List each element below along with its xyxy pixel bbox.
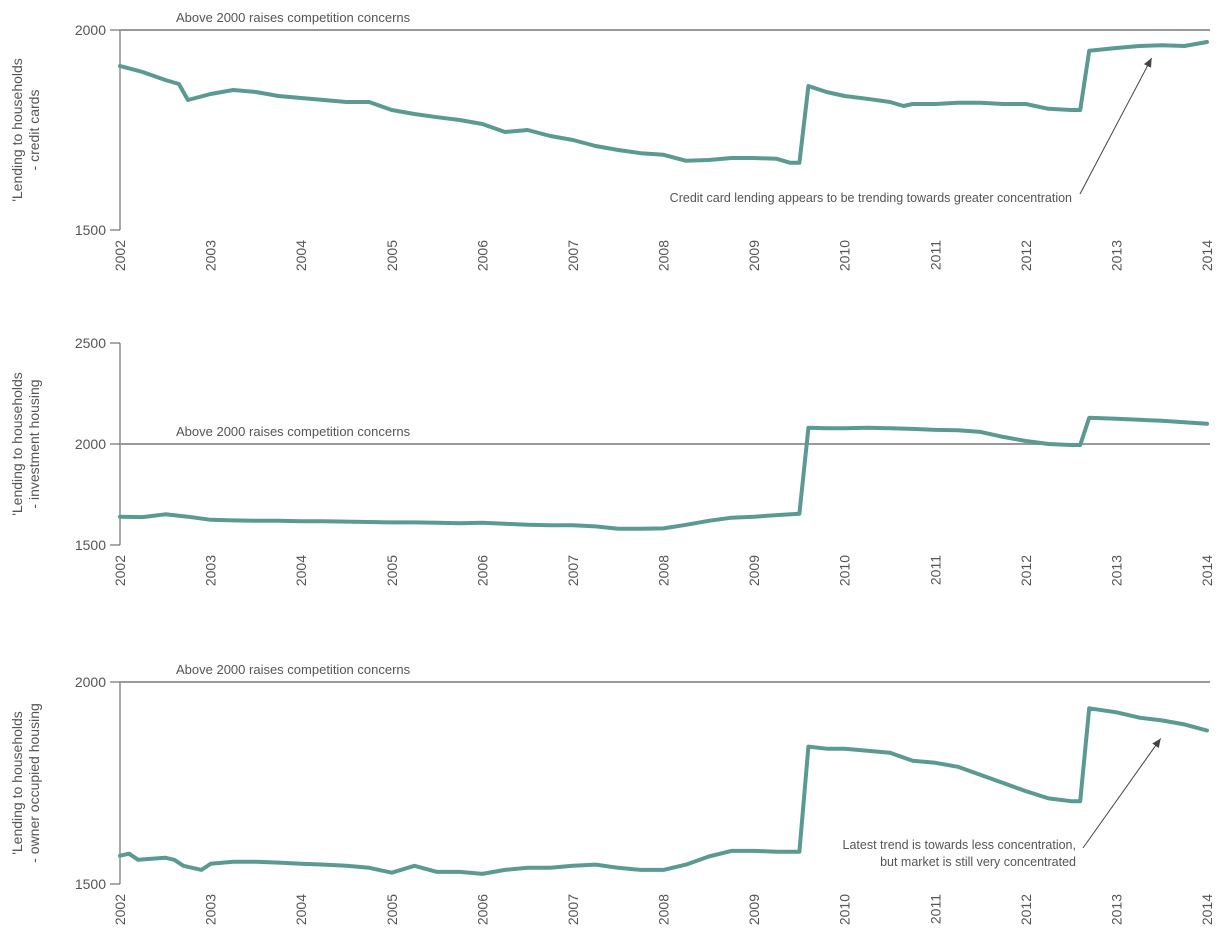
y-axis-title-line: - owner occupied housing bbox=[26, 703, 42, 863]
y-axis-title-line: 'Lending to households bbox=[9, 58, 25, 202]
x-tick-label: 2013 bbox=[1108, 894, 1124, 925]
y-axis-title-line: 'Lending to households bbox=[9, 372, 25, 516]
x-tick-label: 2010 bbox=[837, 894, 853, 925]
x-tick-label: 2006 bbox=[474, 240, 490, 271]
x-tick-label: 2002 bbox=[112, 555, 128, 586]
reference-label: Above 2000 raises competition concerns bbox=[176, 662, 411, 677]
annotation-text: but market is still very concentrated bbox=[880, 855, 1076, 869]
x-tick-label: 2013 bbox=[1108, 555, 1124, 586]
series-line-1 bbox=[118, 40, 1209, 165]
annotation-text: Latest trend is towards less concentrati… bbox=[843, 838, 1076, 852]
x-tick-label: 2012 bbox=[1018, 240, 1034, 271]
y-axis-title-line: - credit cards bbox=[26, 90, 42, 171]
x-tick-label: 2008 bbox=[656, 555, 672, 586]
series-line-1 bbox=[118, 415, 1209, 531]
x-tick-label: 2005 bbox=[384, 555, 400, 586]
x-tick-label: 2011 bbox=[927, 240, 943, 270]
reference-label: Above 2000 raises competition concerns bbox=[176, 10, 411, 25]
x-tick-label: 2007 bbox=[565, 894, 581, 925]
y-tick-label: 2000 bbox=[75, 674, 106, 690]
x-tick-label: 2004 bbox=[293, 240, 309, 271]
y-axis-title-line: - investment housing bbox=[26, 379, 42, 508]
x-tick-label: 2002 bbox=[112, 240, 128, 271]
x-tick-label: 2005 bbox=[384, 894, 400, 925]
y-axis-title-line: 'Lending to households bbox=[9, 711, 25, 855]
x-tick-label: 2008 bbox=[656, 894, 672, 925]
x-tick-label: 2014 bbox=[1199, 555, 1215, 586]
x-tick-label: 2010 bbox=[837, 240, 853, 271]
y-tick-label: 1500 bbox=[75, 876, 106, 892]
x-tick-label: 2009 bbox=[746, 894, 762, 925]
x-tick-label: 2010 bbox=[837, 555, 853, 586]
x-tick-label: 2006 bbox=[474, 555, 490, 586]
y-tick-label: 2000 bbox=[75, 436, 106, 452]
chart-panel-3: 1500 2000 Above 2000 raises competition co… bbox=[9, 662, 1215, 925]
y-tick-label: 1500 bbox=[75, 537, 106, 553]
x-tick-label: 2003 bbox=[203, 240, 219, 271]
x-tick-label: 2012 bbox=[1018, 894, 1034, 925]
x-tick-label: 2007 bbox=[565, 240, 581, 271]
annotation-text: Credit card lending appears to be trendi… bbox=[670, 191, 1072, 205]
annotation-arrow bbox=[1082, 738, 1162, 849]
x-tick-label: 2011 bbox=[927, 555, 943, 585]
x-tick-label: 2013 bbox=[1108, 240, 1124, 271]
x-tick-label: 2005 bbox=[384, 240, 400, 271]
y-tick-label: 2000 bbox=[75, 22, 106, 38]
x-tick-label: 2014 bbox=[1199, 240, 1215, 271]
x-tick-label: 2009 bbox=[746, 240, 762, 271]
x-tick-label: 2002 bbox=[112, 894, 128, 925]
x-tick-label: 2003 bbox=[203, 555, 219, 586]
x-tick-label: 2009 bbox=[746, 555, 762, 586]
x-tick-label: 2004 bbox=[293, 894, 309, 925]
x-tick-label: 2007 bbox=[565, 555, 581, 586]
x-tick-label: 2003 bbox=[203, 894, 219, 925]
x-tick-label: 2011 bbox=[927, 894, 943, 924]
x-tick-label: 2004 bbox=[293, 555, 309, 586]
annotation-arrow bbox=[1079, 57, 1153, 195]
x-tick-label: 2006 bbox=[474, 894, 490, 925]
y-tick-label: 2500 bbox=[75, 335, 106, 351]
x-tick-label: 2008 bbox=[656, 240, 672, 271]
y-tick-label: 1500 bbox=[75, 222, 106, 238]
chart-panel-1: 1500 2000 Above 2000 raises competition co… bbox=[9, 10, 1215, 271]
x-tick-label: 2012 bbox=[1018, 555, 1034, 586]
reference-label: Above 2000 raises competition concerns bbox=[176, 424, 411, 439]
x-tick-label: 2014 bbox=[1199, 894, 1215, 925]
chart-panel-2: 1500 2000 2500 Above 2000 raises competitio… bbox=[9, 335, 1215, 586]
series-line-1 bbox=[118, 706, 1209, 876]
